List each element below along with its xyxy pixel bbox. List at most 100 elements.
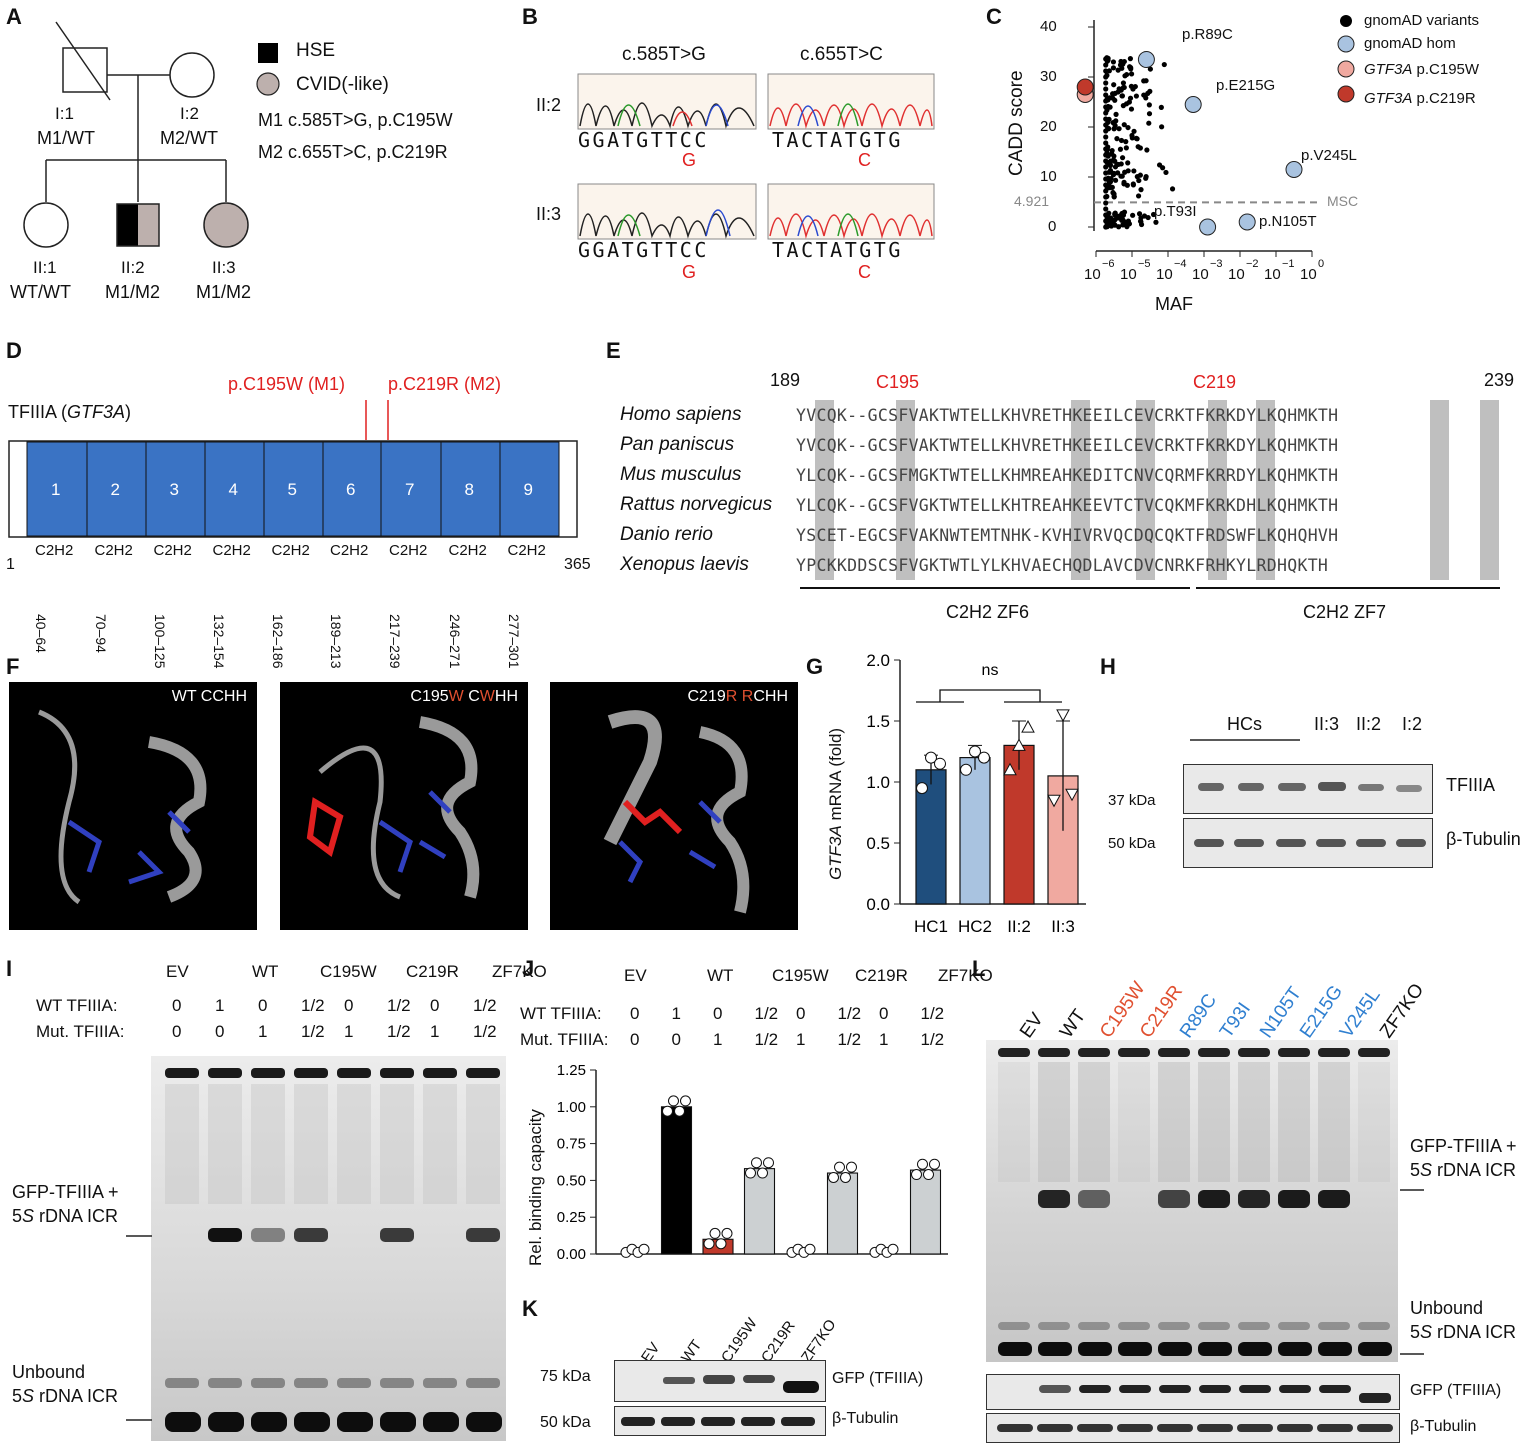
panel-label-a: A [6,4,22,29]
i-unbound-label1: Unbound [12,1362,86,1382]
j-group-label: WT [707,966,734,985]
j-point [917,1158,928,1170]
d-domain-number: 8 [464,480,474,499]
h-tfiiia-blot [1183,764,1433,814]
l-gfp-label: GFP (TFIIIA) [1410,1382,1502,1399]
mut-row1-col1: G [682,150,697,170]
j-group-label: EV [624,966,647,985]
l-lane-label: T93I [1216,998,1256,1043]
c-variant-point [1169,186,1176,192]
d-domain-type: C2H2 [389,542,428,559]
e-zf7: C2H2 ZF7 [1303,602,1387,622]
e-species-name: Homo sapiens [620,404,742,425]
d-domain-type: C2H2 [448,542,487,559]
l-tub-band [997,1424,1033,1432]
j-point [846,1161,857,1173]
d-domain-range: 40–64 [33,614,49,653]
j-point [721,1227,733,1239]
c-variant-point [1118,161,1124,167]
h-kda37: 37 kDa [1108,792,1156,809]
c-hom-point [1238,213,1256,231]
c-variant-point [1103,218,1109,224]
e-end: 239 [1484,370,1515,390]
d-domain-number: 4 [228,480,238,499]
j-point [745,1167,756,1179]
d-domain-box [322,441,382,537]
c-variant-point [1136,211,1143,217]
l-gfp-band [1079,1385,1111,1393]
h-tubulin-bands [1194,839,1426,847]
c-variant-point [1112,211,1118,217]
i-smear [294,1084,328,1204]
c-variant-point [1135,193,1142,199]
j-bar [660,1106,693,1255]
j-wt-value: 0 [796,1004,806,1023]
l-smear [1118,1062,1150,1182]
ii1-name: II:1 [33,258,57,277]
l-gfp-band [1039,1385,1071,1393]
l-gfp-band [1239,1385,1271,1393]
c-legend-variants: gnomAD variants [1364,12,1480,29]
g-point [934,757,946,770]
j-ytick-label: 0.50 [557,1172,586,1189]
j-mut-value: 1/2 [920,1030,945,1049]
e-zf6: C2H2 ZF6 [946,602,1030,622]
l-lane-label: ZF7KO [1376,979,1429,1043]
i-unbound-band [208,1412,244,1432]
i-group-label: EV [166,962,189,981]
c-hom-point [1199,218,1217,236]
c-ytick-30: 30 [1040,68,1057,85]
l-gfp-bands [1039,1385,1391,1403]
g-bar-chart: 0.0 0.5 1.0 1.5 2.0 HC1 HC2 II:2 II:3 ns [866,651,1086,936]
c-variant-point [1115,170,1121,176]
chromatograms [577,73,935,240]
k-gfp-bands [663,1375,819,1393]
c-variant-point [1145,214,1151,221]
c-variant-point [1137,145,1143,151]
c-variant-point [1103,200,1109,206]
j-mut-value: 0 [671,1030,681,1049]
l-faint-band [1158,1322,1190,1330]
c-variant-point [1112,97,1118,103]
c-variant-point [1103,170,1109,176]
i-complex-label2: 5S rDNA ICR [12,1206,119,1226]
g-point [1012,738,1026,751]
c-variant-point [1112,158,1118,164]
c-variant-point [1103,74,1109,80]
i-group-label: WT [252,962,279,981]
c-variant-point [1128,106,1135,112]
chrom-row1-label: II:2 [536,95,562,115]
j-group-label: C195W [772,966,829,985]
c-c219r-point [1076,78,1094,96]
i-faint-band [380,1378,414,1388]
g-ytick-label: 0.5 [866,834,890,853]
ii3-name: II:3 [212,258,236,277]
i-smear [208,1084,242,1204]
g-point [1065,788,1079,802]
mutation-m2: M2 c.655T>C, p.C219R [258,142,448,162]
d-domain-number: 6 [346,480,356,499]
c-variant-point [1103,140,1109,146]
d-domain-range: 246–271 [446,614,463,669]
l-smear [1038,1062,1070,1182]
c-variant-point [1137,172,1143,178]
c-xtick-label: 10 [1300,266,1317,283]
i-wt-value: 1/2 [301,996,325,1015]
c-xtick-label: 10 [1264,266,1281,283]
j-point [674,1105,685,1117]
j-point [929,1158,940,1170]
c-xtick-label: 10 [1156,266,1173,283]
l-well-band [1278,1048,1310,1057]
e-sequence: YPCKKDDSCSFVGKTWTLYLKHVAECHQDLAVCDVCNRKF… [796,556,1329,575]
i-label-pointers [126,1235,152,1421]
l-faint-band [1358,1322,1390,1330]
c-variant-point [1121,122,1127,128]
structure-c195w-render [306,716,480,900]
c-variant-point [1123,101,1130,107]
c-variant-point [1127,95,1134,101]
l-tub-band [1317,1424,1353,1432]
c-ytick-40: 40 [1040,18,1057,35]
k-kda75: 75 kDa [540,1368,591,1385]
c-variant-point [1107,95,1113,101]
c-variant-point [1138,219,1144,225]
